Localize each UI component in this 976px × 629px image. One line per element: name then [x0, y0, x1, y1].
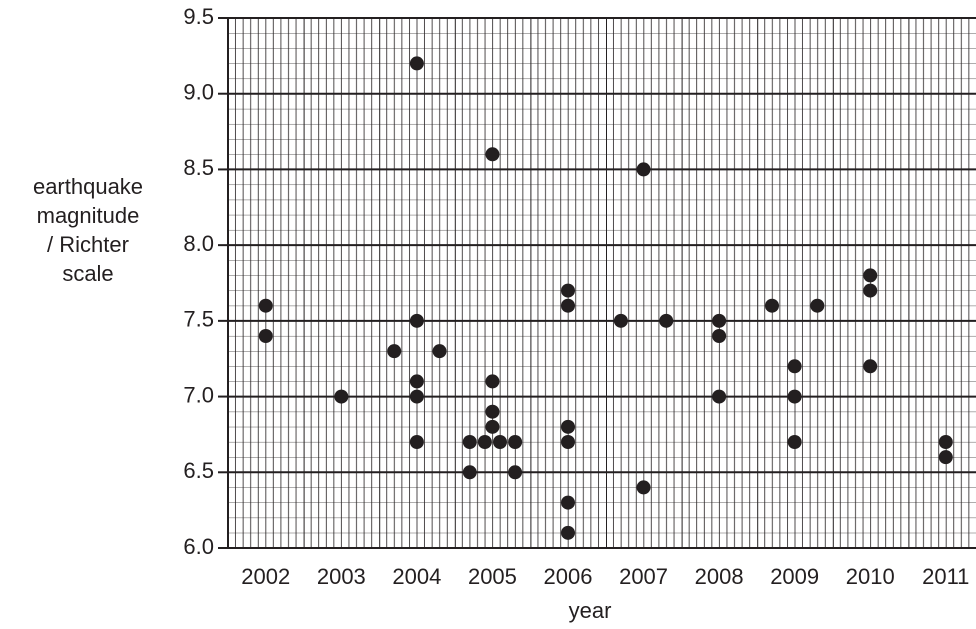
data-point	[810, 298, 825, 313]
data-point	[485, 404, 500, 419]
y-axis-title: earthquake	[33, 174, 143, 199]
y-tick-label: 9.0	[183, 80, 214, 105]
data-point	[258, 329, 273, 343]
data-point	[258, 298, 273, 313]
data-point	[485, 374, 500, 389]
data-point	[712, 313, 727, 328]
data-point	[636, 480, 651, 495]
data-point	[787, 435, 802, 449]
y-tick-label: 6.0	[183, 534, 214, 559]
x-tick-label: 2009	[770, 564, 819, 589]
data-point	[561, 525, 575, 540]
data-point	[636, 162, 651, 177]
y-axis-title: / Richter	[47, 232, 129, 257]
data-point	[477, 435, 492, 449]
data-point	[787, 389, 802, 404]
data-point	[613, 313, 628, 328]
data-point	[863, 283, 878, 298]
x-tick-label: 2011	[922, 564, 969, 589]
x-tick-label: 2004	[392, 564, 441, 589]
data-point	[409, 374, 424, 389]
data-point	[938, 450, 953, 465]
data-point	[485, 147, 500, 162]
data-point	[787, 359, 802, 374]
x-axis-title: year	[569, 598, 612, 623]
data-point	[561, 283, 575, 298]
y-tick-label: 6.5	[183, 458, 214, 483]
x-tick-label: 2008	[695, 564, 744, 589]
x-tick-label: 2003	[317, 564, 366, 589]
y-tick-label: 8.5	[183, 155, 214, 180]
data-point	[863, 359, 878, 374]
y-tick-label: 7.0	[183, 382, 214, 407]
data-point	[712, 329, 727, 343]
y-axis-title: magnitude	[37, 203, 140, 228]
data-point	[938, 435, 953, 449]
data-point	[462, 435, 477, 449]
y-tick-label: 7.5	[183, 307, 214, 332]
data-point	[409, 435, 424, 449]
data-point	[508, 435, 523, 449]
data-point	[561, 298, 575, 313]
data-point	[659, 313, 674, 328]
data-point	[561, 419, 575, 434]
y-tick-label: 8.0	[183, 231, 214, 256]
data-point	[334, 389, 349, 404]
data-point	[863, 268, 878, 283]
x-tick-label: 2002	[241, 564, 290, 589]
data-point	[561, 495, 575, 510]
minor-grid	[228, 18, 976, 548]
data-point	[485, 419, 500, 434]
data-point	[409, 389, 424, 404]
data-point	[508, 465, 523, 480]
y-axis-title: scale	[62, 261, 113, 286]
data-point	[561, 435, 575, 449]
data-point	[409, 56, 424, 71]
data-point	[765, 298, 779, 313]
data-point	[432, 344, 447, 359]
x-tick-label: 2007	[619, 564, 668, 589]
x-tick-label: 2010	[846, 564, 895, 589]
data-point	[712, 389, 727, 404]
y-tick-label: 9.5	[183, 4, 214, 29]
data-point	[493, 435, 507, 449]
data-point	[387, 344, 402, 359]
data-point	[462, 465, 477, 480]
x-tick-label: 2005	[468, 564, 517, 589]
data-point	[409, 313, 424, 328]
x-tick-label: 2006	[544, 564, 593, 589]
